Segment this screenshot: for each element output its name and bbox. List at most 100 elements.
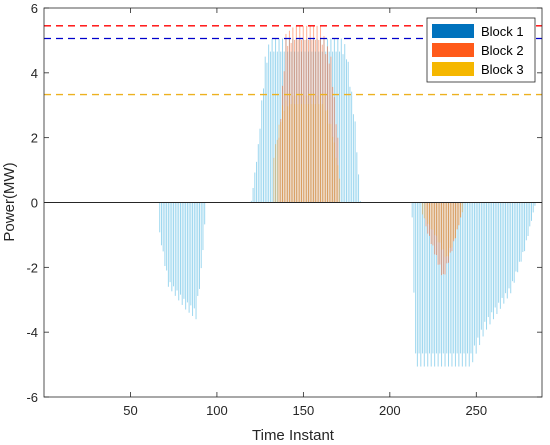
bar [487,202,489,318]
y-tick-label: -2 [26,260,38,275]
bar [292,95,294,203]
bar [337,38,339,203]
legend-label-block-3: Block 3 [481,62,524,77]
bar [330,124,332,203]
bar [290,104,292,203]
bar [333,142,335,203]
legend-swatch-block-3 [432,62,474,76]
bar [532,202,534,213]
bar [486,202,488,330]
bar [437,202,439,367]
bar [434,202,436,235]
bar [460,202,462,218]
bar [250,200,252,203]
bar [352,114,354,203]
bar [427,202,429,224]
bar [320,95,322,203]
bar [275,144,277,203]
bar [164,202,166,267]
bar [195,202,197,320]
bar [285,100,287,203]
legend-label-block-2: Block 2 [481,43,524,58]
bar [328,123,330,203]
bar [257,144,259,203]
bar [326,109,328,203]
bar [468,202,470,367]
bar [283,110,285,203]
bar [489,202,491,325]
bar [422,202,424,354]
bar [423,202,425,367]
bar [446,202,448,354]
bar [430,202,432,367]
bar [531,202,532,221]
bar [513,202,515,283]
bar [454,202,456,239]
bar [181,202,183,305]
bar [162,202,164,252]
bar [278,38,280,203]
bar [261,100,263,203]
bar [311,104,313,203]
bar [482,202,484,337]
bar [276,51,278,203]
bar [415,202,417,354]
bar [416,202,418,367]
bar [475,202,477,354]
bar [501,202,503,298]
bar [288,95,290,203]
bar [449,202,451,248]
bar [340,38,342,203]
bar [442,202,444,250]
bar [534,202,536,206]
bar [520,202,522,262]
bar [427,202,429,367]
bar [499,202,501,309]
series-block-3 [273,95,463,258]
bar [439,202,441,243]
bar [512,202,513,282]
bar [430,202,432,230]
bar [186,202,188,303]
bar [273,51,275,203]
bar [160,202,162,246]
x-tick-label: 50 [123,403,137,418]
bar [508,202,510,289]
bar [193,202,195,309]
y-tick-label: 2 [31,131,38,146]
bar [344,44,346,203]
bar [335,157,337,203]
bar [458,202,460,367]
bar [351,91,353,203]
bar [200,202,202,269]
bar [359,201,361,203]
bar [456,202,458,230]
bar [439,202,441,354]
bar [506,202,508,299]
bar [171,202,173,292]
bar [451,202,453,248]
bar [309,95,311,203]
bar [448,202,449,257]
bar [337,165,339,203]
y-tick-labels: -6 -4 -2 0 2 4 6 [26,1,38,405]
bar [323,95,325,203]
bar [180,202,181,295]
bar [302,95,304,203]
bar [276,139,278,203]
bar [437,202,439,243]
bar [185,202,187,310]
bar [275,38,277,203]
bar [449,202,451,354]
bar [356,152,358,203]
bar [479,202,481,346]
bar [358,174,360,203]
bar [454,202,456,367]
bar [339,51,341,203]
bar [491,202,493,313]
bar [264,56,266,203]
bar [463,202,465,354]
bar [441,202,443,367]
bar [529,202,531,227]
bar [496,202,498,315]
